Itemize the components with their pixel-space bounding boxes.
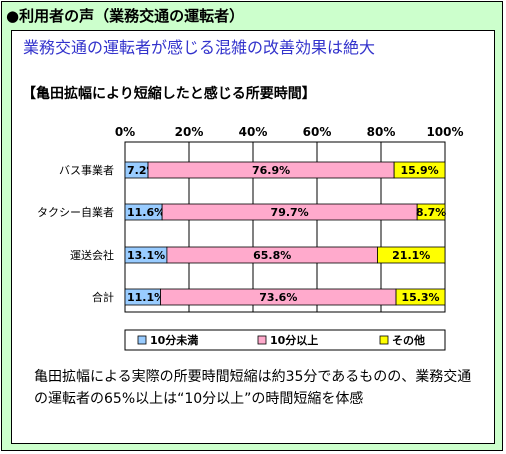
x-tick-label: 80% <box>367 125 396 139</box>
data-label: 11.1% <box>127 291 165 304</box>
footnote: 亀田拡幅による実際の所要時間短縮は約35分であるものの、業務交通の運転者の65%… <box>34 369 472 407</box>
bar-segment <box>393 161 446 179</box>
legend-box <box>124 329 446 351</box>
data-label: 11.6% <box>127 206 165 219</box>
section-header: ●利用者の声（業務交通の運転者） <box>6 7 245 25</box>
plot-frame <box>124 141 446 313</box>
data-label: 73.6% <box>259 291 297 304</box>
x-tick-label: 60% <box>303 125 332 139</box>
chart-title: 【亀田拡幅により短縮したと感じる所要時間】 <box>22 86 316 102</box>
headline: 業務交通の運転者が感じる混雑の改善効果は絶大 <box>23 38 376 57</box>
data-label: 15.3% <box>401 291 439 304</box>
bar-segment <box>416 203 446 221</box>
bar-segment <box>377 246 446 264</box>
data-label: 79.7% <box>271 206 309 219</box>
category-label: 合計 <box>92 290 114 304</box>
bar-segment <box>395 288 446 306</box>
category-label: バス事業者 <box>59 164 114 177</box>
data-label: 21.1% <box>392 249 430 262</box>
category-label: タクシー自業者 <box>37 206 114 219</box>
legend-label: その他 <box>392 333 425 347</box>
x-tick-label: 20% <box>175 125 204 139</box>
legend-label: 10分以上 <box>270 333 318 347</box>
data-label: 76.9% <box>252 164 290 177</box>
content-panel: 業務交通の運転者が感じる混雑の改善効果は絶大 【亀田拡幅により短縮したと感じる所… <box>11 30 495 444</box>
legend-label: 10分未満 <box>150 333 198 347</box>
data-label: 8.7% <box>416 206 447 219</box>
legend-swatch <box>257 335 267 345</box>
legend-swatch <box>379 335 389 345</box>
legend-swatch <box>137 335 147 345</box>
x-tick-label: 40% <box>239 125 268 139</box>
x-tick-label: 0% <box>115 125 135 139</box>
x-tick-label: 100% <box>426 125 463 139</box>
data-label: 15.9% <box>400 164 438 177</box>
data-label: 65.8% <box>253 249 291 262</box>
category-label: 運送会社 <box>70 248 114 262</box>
data-label: 13.1% <box>127 249 165 262</box>
